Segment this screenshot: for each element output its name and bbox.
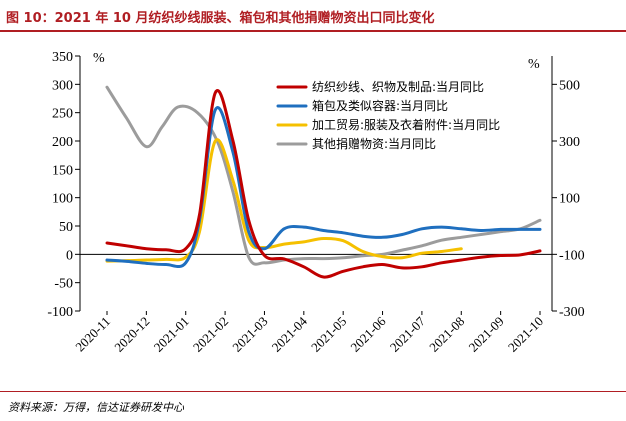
x-tick-label: 2021-06 — [347, 313, 389, 355]
x-tick-label: 2021-09 — [466, 314, 507, 355]
left-tick-label: 50 — [59, 220, 73, 235]
source-rule — [0, 391, 626, 392]
left-tick-label: 200 — [52, 135, 73, 150]
left-tick-label: 150 — [52, 163, 73, 178]
right-axis-unit: % — [528, 57, 540, 72]
x-tick-label: 2021-05 — [308, 314, 349, 355]
x-tick-label: 2021-03 — [229, 314, 270, 355]
x-tick-label: 2021-10 — [505, 314, 546, 355]
legend-label-2: 加工贸易:服装及衣着附件:当月同比 — [312, 117, 500, 132]
series-line-2 — [105, 138, 463, 263]
series-line-1 — [105, 106, 542, 269]
title-rule — [0, 30, 626, 32]
x-tick-label: 2020-11 — [72, 314, 113, 355]
right-tick-label: -100 — [559, 248, 585, 263]
right-tick-label: -300 — [559, 305, 585, 320]
left-tick-label: 250 — [52, 107, 73, 122]
x-tick-label: 2021-08 — [426, 314, 467, 355]
right-tick-label: 300 — [559, 135, 580, 150]
x-tick-label: 2021-01 — [151, 314, 192, 355]
right-tick-label: 100 — [559, 192, 580, 207]
x-tick-label: 2021-07 — [387, 313, 429, 355]
series-line-0 — [105, 89, 542, 279]
x-tick-label: 2021-02 — [190, 314, 231, 355]
legend-label-3: 其他捐赠物资:当月同比 — [312, 137, 436, 151]
chart-axes: -100 -50 0 50 100 150 200 250 300 350 % -300 -100 100… — [47, 50, 584, 355]
chart-legend: 纺织纱线、织物及制品:当月同比箱包及类似容器:当月同比加工贸易:服装及衣着附件:… — [276, 80, 500, 151]
figure-title-bar: 图 10：2021 年 10 月纺织纱线服装、箱包和其他捐赠物资出口同比变化 — [0, 0, 626, 30]
source-note: 资料来源：万得，信达证券研发中心 — [8, 401, 184, 414]
right-tick-label: 500 — [559, 78, 580, 93]
left-tick-label: -100 — [47, 305, 73, 320]
left-axis-unit: % — [93, 51, 105, 66]
x-tick-label: 2020-12 — [111, 314, 152, 355]
series-line-3 — [105, 85, 542, 266]
left-tick-label: 0 — [66, 248, 73, 263]
legend-label-1: 箱包及类似容器:当月同比 — [312, 98, 448, 113]
left-tick-label: 100 — [52, 192, 73, 207]
figure-title: 图 10：2021 年 10 月纺织纱线服装、箱包和其他捐赠物资出口同比变化 — [6, 11, 435, 26]
x-tick-label: 2021-04 — [269, 313, 311, 355]
left-tick-label: 350 — [52, 50, 73, 65]
legend-label-0: 纺织纱线、织物及制品:当月同比 — [312, 80, 484, 94]
chart-series — [105, 85, 542, 279]
left-tick-label: -50 — [54, 277, 73, 292]
left-tick-label: 300 — [52, 78, 73, 93]
